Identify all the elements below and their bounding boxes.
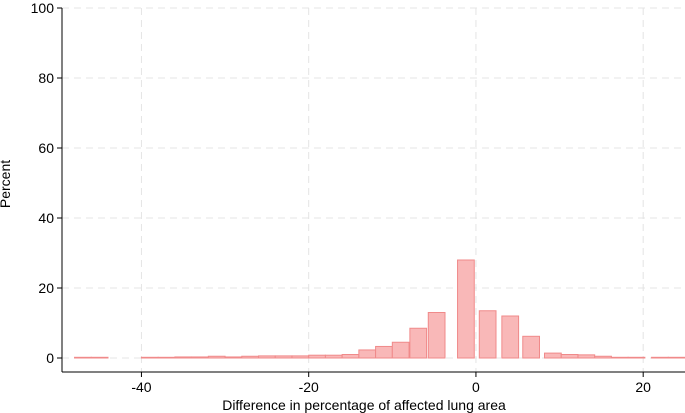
histogram-bar xyxy=(501,315,520,359)
y-tick-label: 80 xyxy=(38,70,54,86)
y-axis-title: Percent xyxy=(0,160,13,208)
histogram-bar xyxy=(324,354,343,359)
histogram-bar xyxy=(258,355,276,359)
y-tick-label: 20 xyxy=(38,280,54,296)
histogram-bar xyxy=(358,349,377,359)
histogram-bars xyxy=(74,259,685,359)
x-tick-label: -20 xyxy=(299,379,319,395)
histogram-bar xyxy=(375,345,393,359)
histogram-bar xyxy=(207,355,226,359)
axes xyxy=(61,8,685,373)
histogram-bar xyxy=(478,310,497,359)
histogram-bar xyxy=(627,356,646,359)
x-tick-label: 20 xyxy=(635,379,651,395)
tick-marks: 0 20 40 60 80 100 -40 -20 0 20 xyxy=(31,0,652,395)
histogram-bar xyxy=(191,356,209,359)
histogram-bar xyxy=(651,356,669,359)
histogram-bar xyxy=(274,355,293,359)
x-tick-label: 0 xyxy=(472,379,480,395)
grid-lines xyxy=(62,7,685,372)
histogram-bar xyxy=(391,341,410,359)
histogram-bar xyxy=(140,356,159,359)
y-tick-label: 40 xyxy=(38,210,54,226)
histogram-bar xyxy=(667,356,685,359)
histogram-bar xyxy=(594,355,612,359)
histogram-bar xyxy=(157,356,176,359)
histogram-bar xyxy=(409,327,428,359)
histogram-bar xyxy=(74,356,92,359)
histogram-bar xyxy=(522,335,540,359)
histogram-bar xyxy=(291,355,310,359)
x-axis-title: Difference in percentage of affected lun… xyxy=(222,397,506,413)
histogram-bar xyxy=(427,312,446,359)
histogram-bar xyxy=(341,354,360,359)
histogram-bar xyxy=(308,354,326,359)
histogram-bar xyxy=(224,356,243,359)
y-tick-label: 0 xyxy=(46,350,54,366)
x-tick-label: -40 xyxy=(131,379,151,395)
histogram-bar xyxy=(560,354,579,359)
histogram-bar xyxy=(457,259,475,359)
y-tick-label: 100 xyxy=(31,0,55,16)
histogram-bar xyxy=(610,356,629,359)
y-tick-label: 60 xyxy=(38,140,54,156)
histogram-bar xyxy=(241,355,260,359)
histogram-bar xyxy=(577,354,596,359)
histogram-bar xyxy=(90,356,109,359)
histogram-bar xyxy=(544,352,562,359)
histogram-bar xyxy=(174,356,193,359)
